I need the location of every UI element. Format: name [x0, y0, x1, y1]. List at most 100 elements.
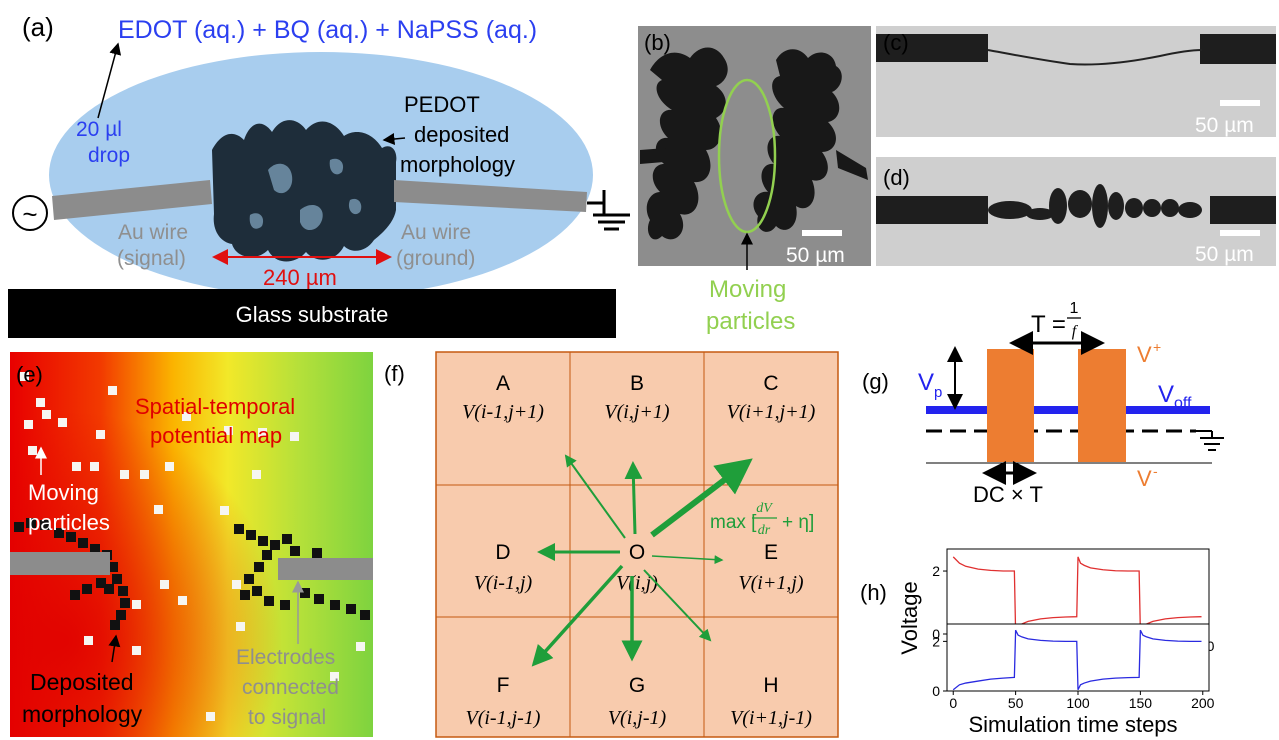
vp-subscript: p — [934, 384, 942, 401]
arrow-to-b — [624, 461, 643, 535]
vp-label: V — [918, 369, 934, 396]
pulse-2-cover — [1078, 349, 1126, 462]
electrodes-label-line2: connected — [242, 676, 339, 699]
drop-pointer-arrow — [97, 42, 122, 119]
au-wire-signal — [52, 180, 212, 220]
grid-cell-letter: O — [629, 541, 645, 564]
potential-map-title-line2: potential map — [150, 423, 282, 448]
max-suffix: + η] — [782, 512, 814, 533]
x-tick-label: 150 — [1129, 695, 1153, 711]
potential-map-title-line1: Spatial-temporal — [135, 394, 295, 419]
scale-bar-c — [1220, 100, 1260, 106]
period-prefix: T = — [1031, 311, 1066, 338]
grid-cell-letter: D — [495, 541, 510, 564]
electrodes-label-line3: to signal — [248, 706, 326, 729]
pedot-label-line2: deposited — [414, 122, 509, 147]
max-denominator: dr — [758, 523, 771, 538]
arrow-to-e — [651, 555, 724, 565]
grid-cell-value: V(i,j) — [616, 572, 658, 594]
beads-d — [988, 184, 1202, 228]
moving-label-b-line2: particles — [706, 308, 795, 335]
period-denominator: f — [1072, 323, 1079, 340]
x-tick-label: 50 — [1008, 695, 1024, 711]
deposited-label-line2: morphology — [22, 701, 143, 727]
arrow-to-f — [531, 564, 624, 667]
panel-b: (b) 50 µm Moving particles — [638, 26, 871, 335]
vplus-superscript: + — [1153, 339, 1161, 355]
grid-lines — [436, 352, 838, 737]
grid-cell-value: V(i,j-1) — [608, 707, 667, 729]
neighbor-grid — [435, 351, 839, 738]
electrode-d-left — [876, 196, 988, 224]
wire-ground-line2: (ground) — [396, 247, 475, 270]
ac-source-symbol: ~ — [22, 199, 37, 229]
grid-cell-letter: H — [763, 674, 778, 697]
panel-a-label: (a) — [22, 12, 54, 42]
duty-label: DC × T — [973, 482, 1043, 507]
scale-bar-d — [1220, 230, 1260, 236]
grid-cell-letter: A — [496, 372, 510, 395]
panel-f: (f) A V(i-1,j+1) B V(i,j+1) C V(i+1,j+1) D V(i-… — [384, 351, 839, 738]
arrow-to-a — [564, 454, 626, 539]
vminus-label: V — [1137, 466, 1152, 491]
grid-cell-value: V(i+1,j-1) — [730, 707, 812, 729]
micrograph-b-deposits — [640, 47, 868, 240]
scale-label-d: 50 µm — [1195, 243, 1254, 266]
wire-signal-line2: (signal) — [117, 247, 186, 270]
grid-cell-value: V(i-1,j-1) — [466, 707, 541, 729]
ground-symbol-g — [1196, 430, 1224, 451]
moving-label-e-line1: Moving — [28, 480, 99, 505]
ac-source — [12, 195, 48, 231]
grid-cell-letter: C — [763, 372, 778, 395]
panel-g-label: (g) — [862, 369, 889, 394]
deposited-label-line1: Deposited — [30, 669, 134, 695]
x-tick-label: 100 — [1066, 695, 1090, 711]
pedot-pointer-arrow — [382, 133, 406, 145]
gradient-arrows — [531, 454, 753, 667]
pedot-morphology — [212, 120, 397, 262]
substrate-label: Glass substrate — [236, 302, 389, 327]
voff-label: V — [1158, 381, 1174, 408]
moving-label-e-line2: particles — [28, 510, 110, 535]
panel-f-label: (f) — [384, 361, 405, 386]
grid-cell-value: V(i-1,j) — [474, 572, 533, 594]
moving-particle-squares — [20, 372, 365, 721]
drop-label-line1: 20 µl — [76, 118, 122, 141]
voff-subscript: off — [1174, 395, 1192, 412]
grid-cell-letter: F — [497, 674, 510, 697]
moving-label-b-line1: Moving — [709, 276, 786, 303]
panel-e: (e) Spatial-temporal potential map Movin… — [10, 352, 373, 737]
vminus-superscript: - — [1153, 463, 1158, 479]
grid-cell-value: V(i+1,j) — [738, 572, 803, 594]
plot-line — [952, 629, 1202, 691]
solution-text: EDOT (aq.) + BQ (aq.) + NaPSS (aq.) — [118, 16, 537, 44]
grid-cell-letter: B — [630, 372, 644, 395]
electrode-d-right — [1210, 196, 1276, 224]
gap-label: 240 µm — [263, 265, 337, 290]
vplus-label: V — [1137, 342, 1152, 367]
panel-c-label: (c) — [883, 30, 909, 55]
moving-particles-ellipse — [717, 78, 777, 234]
arrow-to-c — [650, 458, 753, 538]
pedot-gaps — [249, 158, 362, 231]
scale-label-c: 50 µm — [1195, 114, 1254, 137]
electrodes-label-line1: Electrodes — [236, 646, 335, 669]
x-tick-label: 200 — [1191, 695, 1215, 711]
scale-label-b: 50 µm — [786, 244, 845, 267]
y-tick-label: 2 — [932, 633, 940, 649]
grid-cell-value: V(i,j+1) — [604, 401, 669, 423]
plot-bottom: 0 50 100 150 200 0 2 — [932, 623, 1215, 711]
potential-map-hotspot — [10, 352, 373, 737]
scale-bar-b — [802, 230, 842, 236]
pulse-1-cover — [987, 349, 1034, 462]
fiber-c — [987, 49, 1203, 66]
y-tick-label: 0 — [932, 683, 940, 699]
pedot-label-line1: PEDOT — [404, 92, 480, 117]
wire-ground-line1: Au wire — [401, 221, 471, 244]
max-prefix: max [ — [710, 512, 757, 533]
panel-c: (c) 50 µm — [876, 26, 1276, 137]
panel-b-label: (b) — [644, 30, 671, 55]
max-gradient-label: max [ dV dr + η] — [710, 501, 814, 538]
x-tick-label: 0 — [949, 695, 957, 711]
